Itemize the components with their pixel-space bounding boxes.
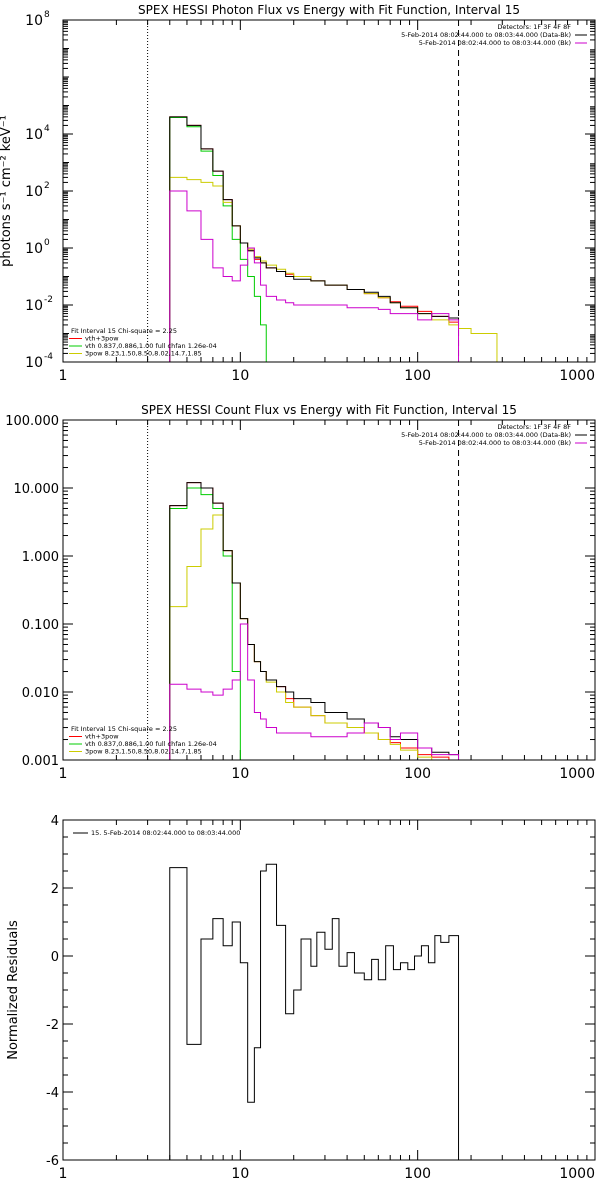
- chart-panel-3: 1 10 100 1000 -6 -4 -2 0 2 4 Normalized Residuals 1…: [6, 814, 596, 1182]
- x-tick-label: 1: [59, 1166, 68, 1182]
- x-tick-label: 100: [404, 368, 431, 384]
- series-vth-3pow: [147, 116, 459, 362]
- y-tick-exponent: -4: [44, 352, 53, 362]
- series-vth-3pow: [147, 482, 459, 760]
- chart-panel-2: SPEX HESSI Count Flux vs Energy with Fit…: [5, 403, 596, 782]
- y-tick-label: -6: [46, 1154, 59, 1169]
- series-data-bk: [147, 482, 460, 760]
- y-tick-label: 10: [25, 13, 43, 29]
- y-tick-label: 10: [25, 298, 43, 314]
- legend-bottom-entry: 3pow 8.23,1.50,8.50,8.02,14.7,1.85: [85, 748, 202, 756]
- x-tick-label: 1000: [559, 368, 595, 384]
- y-axis-label: Normalized Residuals: [6, 920, 21, 1060]
- y-tick-label: 0.100: [22, 618, 59, 633]
- x-tick-label: 10: [231, 368, 249, 384]
- legend-top-entry: Detectors: 1F 3F 4F 8F: [497, 23, 571, 31]
- y-tick-exponent: 8: [44, 10, 50, 20]
- legend-bottom-entry: vth+3pow: [85, 733, 119, 741]
- y-tick-label: 0.001: [22, 754, 59, 769]
- legend-bottom-entry: Fit Interval 15 Chi-square = 2.25: [71, 327, 177, 335]
- y-tick-exponent: 4: [44, 124, 50, 134]
- x-tick-label: 1000: [559, 766, 595, 782]
- legend-top-entry: 5-Feb-2014 08:02:44.000 to 08:03:44.000 …: [419, 39, 571, 47]
- y-tick-label: 10: [25, 184, 43, 200]
- legend-bottom-entry: vth+3pow: [85, 335, 119, 343]
- y-axis-label: photons s⁻¹ cm⁻² keV⁻¹: [0, 115, 14, 267]
- y-tick-exponent: 0: [44, 238, 50, 248]
- y-tick-label: 10: [25, 241, 43, 257]
- chart-title: SPEX HESSI Count Flux vs Energy with Fit…: [141, 403, 517, 417]
- series-bk: [147, 190, 460, 362]
- y-tick-exponent: -2: [44, 295, 53, 305]
- plot-frame: [62, 19, 596, 363]
- legend-top-entry: 5-Feb-2014 08:02:44.000 to 08:03:44.000 …: [419, 439, 571, 447]
- x-tick-label: 10: [231, 1166, 249, 1182]
- legend-bottom-entry: vth 0.837,0.886,1.00 full chfan 1.26e-04: [85, 740, 217, 748]
- legend-series-entry: 15. 5-Feb-2014 08:02:44.000 to 08:03:44.…: [91, 829, 240, 837]
- y-tick-label: 4: [51, 814, 59, 829]
- series-3pow: [147, 514, 433, 760]
- series-3pow: [147, 176, 498, 362]
- plot-frame: [62, 819, 596, 1161]
- legend-top-entry: Detectors: 1F 3F 4F 8F: [497, 423, 571, 431]
- y-tick-label: 100.000: [5, 414, 59, 429]
- legend-top-entry: 5-Feb-2014 08:02:44.000 to 08:03:44.000 …: [401, 431, 571, 439]
- y-tick-label: 2: [51, 882, 59, 897]
- y-tick-exponent: 2: [44, 181, 50, 191]
- legend-bottom-entry: Fit Interval 15 Chi-square = 2.25: [71, 725, 177, 733]
- legend-bottom-entry: 3pow 8.23,1.50,8.50,8.02,14.7,1.85: [85, 350, 202, 358]
- chart-panel-1: SPEX HESSI Photon Flux vs Energy with Fi…: [0, 3, 596, 384]
- x-tick-label: 100: [404, 766, 431, 782]
- y-tick-label: 10: [25, 127, 43, 143]
- chart-title: SPEX HESSI Photon Flux vs Energy with Fi…: [138, 3, 520, 17]
- y-tick-label: -2: [46, 1018, 59, 1033]
- x-tick-label: 1: [59, 368, 68, 384]
- legend-top-entry: 5-Feb-2014 08:02:44.000 to 08:03:44.000 …: [401, 31, 571, 39]
- legend-bottom-entry: vth 0.837,0.886,1.00 full chfan 1.26e-04: [85, 342, 217, 350]
- x-tick-label: 10: [231, 766, 249, 782]
- plot-frame: [62, 419, 596, 761]
- series-vth: [147, 487, 241, 760]
- y-tick-label: -4: [46, 1086, 59, 1101]
- y-tick-label: 0.010: [22, 686, 59, 701]
- y-tick-label: 1.000: [22, 550, 59, 565]
- x-tick-label: 100: [404, 1166, 431, 1182]
- series-data-bk: [147, 116, 460, 362]
- y-tick-label: 10: [25, 355, 43, 371]
- y-tick-label: 10.000: [14, 482, 60, 497]
- x-tick-label: 1: [59, 766, 68, 782]
- series-bk: [147, 623, 460, 760]
- x-tick-label: 1000: [559, 1166, 595, 1182]
- y-tick-label: 0: [51, 950, 59, 965]
- series-residuals: [147, 863, 460, 1160]
